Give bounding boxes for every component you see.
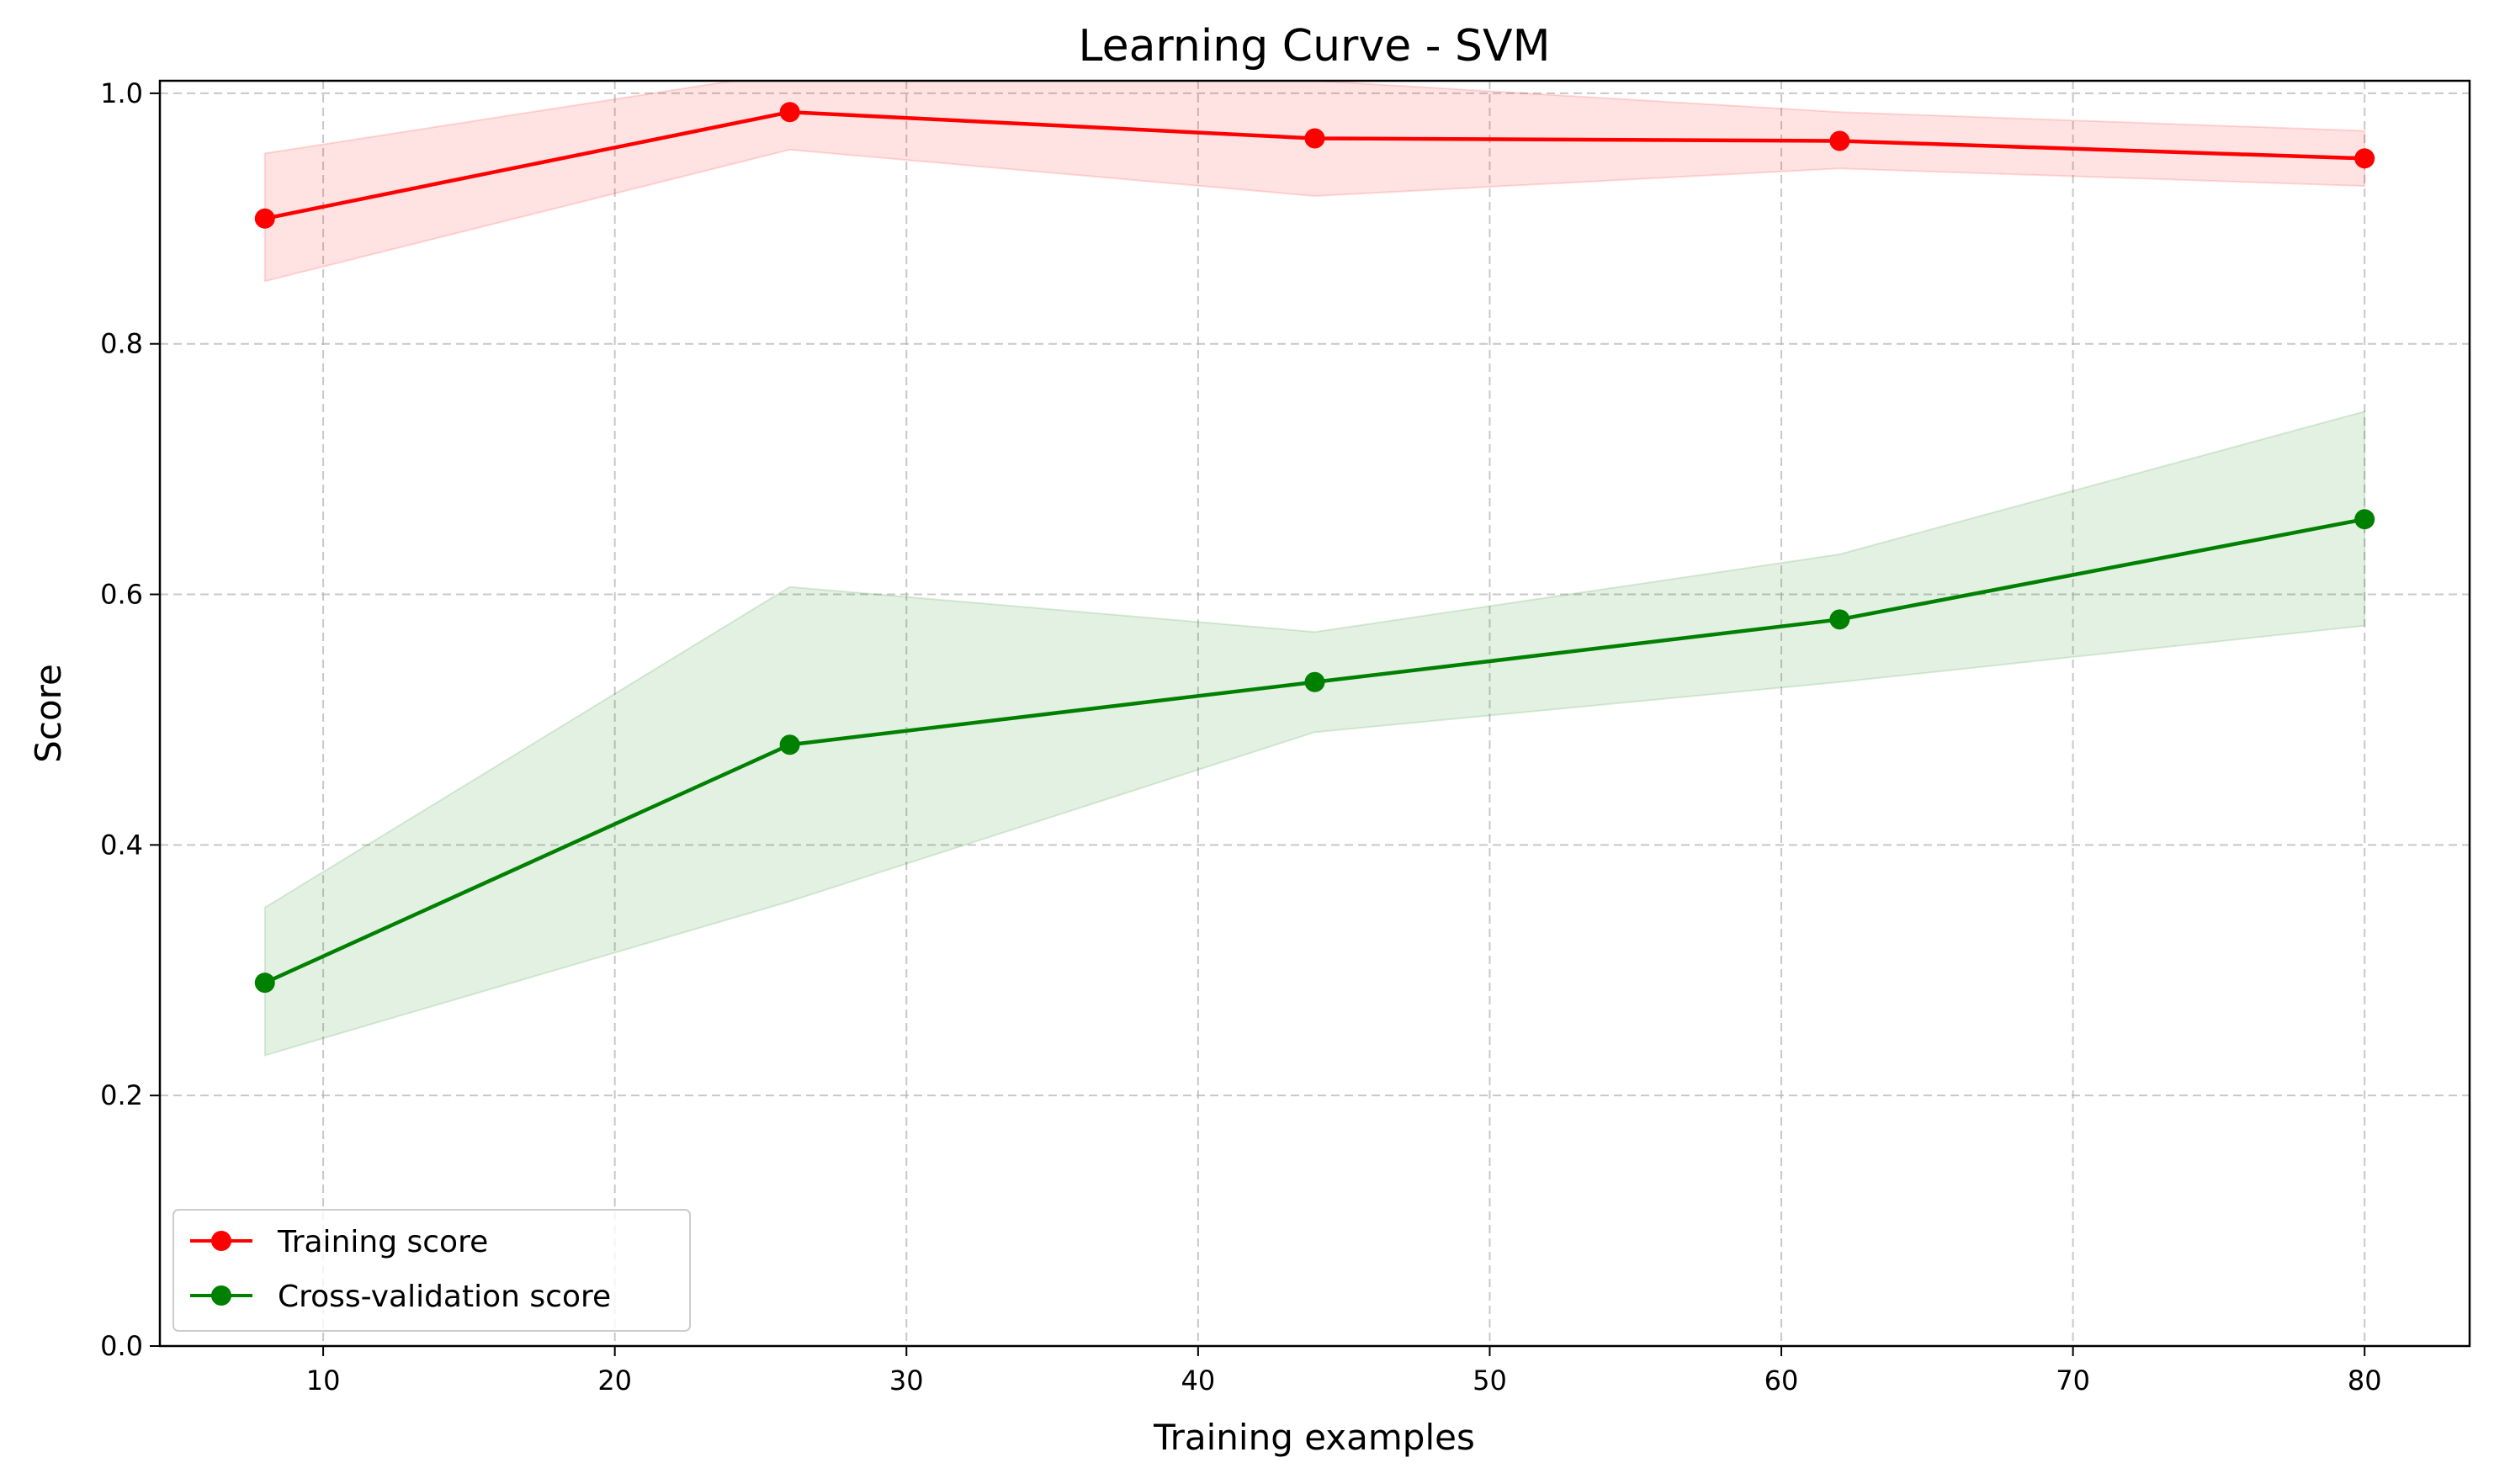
y-tick-label: 0.6 [100, 579, 143, 611]
y-axis-ticks: 0.0 0.2 0.4 0.6 0.8 1.0 [100, 77, 160, 1362]
x-tick-label: 70 [2056, 1365, 2090, 1397]
y-tick-label: 0.2 [100, 1079, 143, 1111]
training-score-point [254, 208, 275, 229]
plot-frame [158, 79, 2471, 1348]
x-tick-label: 40 [1181, 1365, 1216, 1397]
y-tick-label: 1.0 [100, 77, 143, 109]
legend-label-cv: Cross-validation score [278, 1280, 611, 1314]
training-score-point [2354, 148, 2375, 169]
chart-title: Learning Curve - SVM [1079, 21, 1551, 72]
x-tick-label: 10 [306, 1365, 341, 1397]
y-tick-label: 0.8 [100, 328, 143, 360]
legend-label-training: Training score [277, 1225, 488, 1259]
x-tick-label: 20 [597, 1365, 632, 1397]
cross-validation-score-point [2354, 509, 2375, 530]
x-axis-ticks: 10 20 30 40 50 60 70 80 [306, 1346, 2382, 1397]
confidence-bands [263, 81, 2366, 1057]
training-score-band [263, 81, 2366, 283]
cross-validation-score-point [779, 734, 800, 755]
cross-validation-score-point [254, 973, 275, 994]
legend-swatch-cv-marker [211, 1285, 231, 1306]
legend-swatch-training-marker [211, 1231, 231, 1251]
y-tick-label: 0.0 [100, 1330, 143, 1362]
y-tick-label: 0.4 [100, 829, 143, 861]
y-axis-label: Score [28, 664, 69, 763]
x-tick-label: 50 [1473, 1365, 1507, 1397]
x-axis-label: Training examples [1153, 1417, 1475, 1458]
x-tick-label: 30 [889, 1365, 924, 1397]
legend-box [172, 1209, 691, 1332]
series-points [254, 102, 2375, 994]
training-score-point [1304, 128, 1325, 149]
cross-validation-score-band [263, 410, 2366, 1057]
cross-validation-score-point [1829, 609, 1850, 630]
cross-validation-score-point [1304, 671, 1325, 692]
x-tick-label: 80 [2348, 1365, 2382, 1397]
x-tick-label: 60 [1764, 1365, 1799, 1397]
legend: Training score Cross-validation score [172, 1209, 691, 1332]
training-score-point [1829, 130, 1850, 151]
training-score-point [779, 102, 800, 123]
